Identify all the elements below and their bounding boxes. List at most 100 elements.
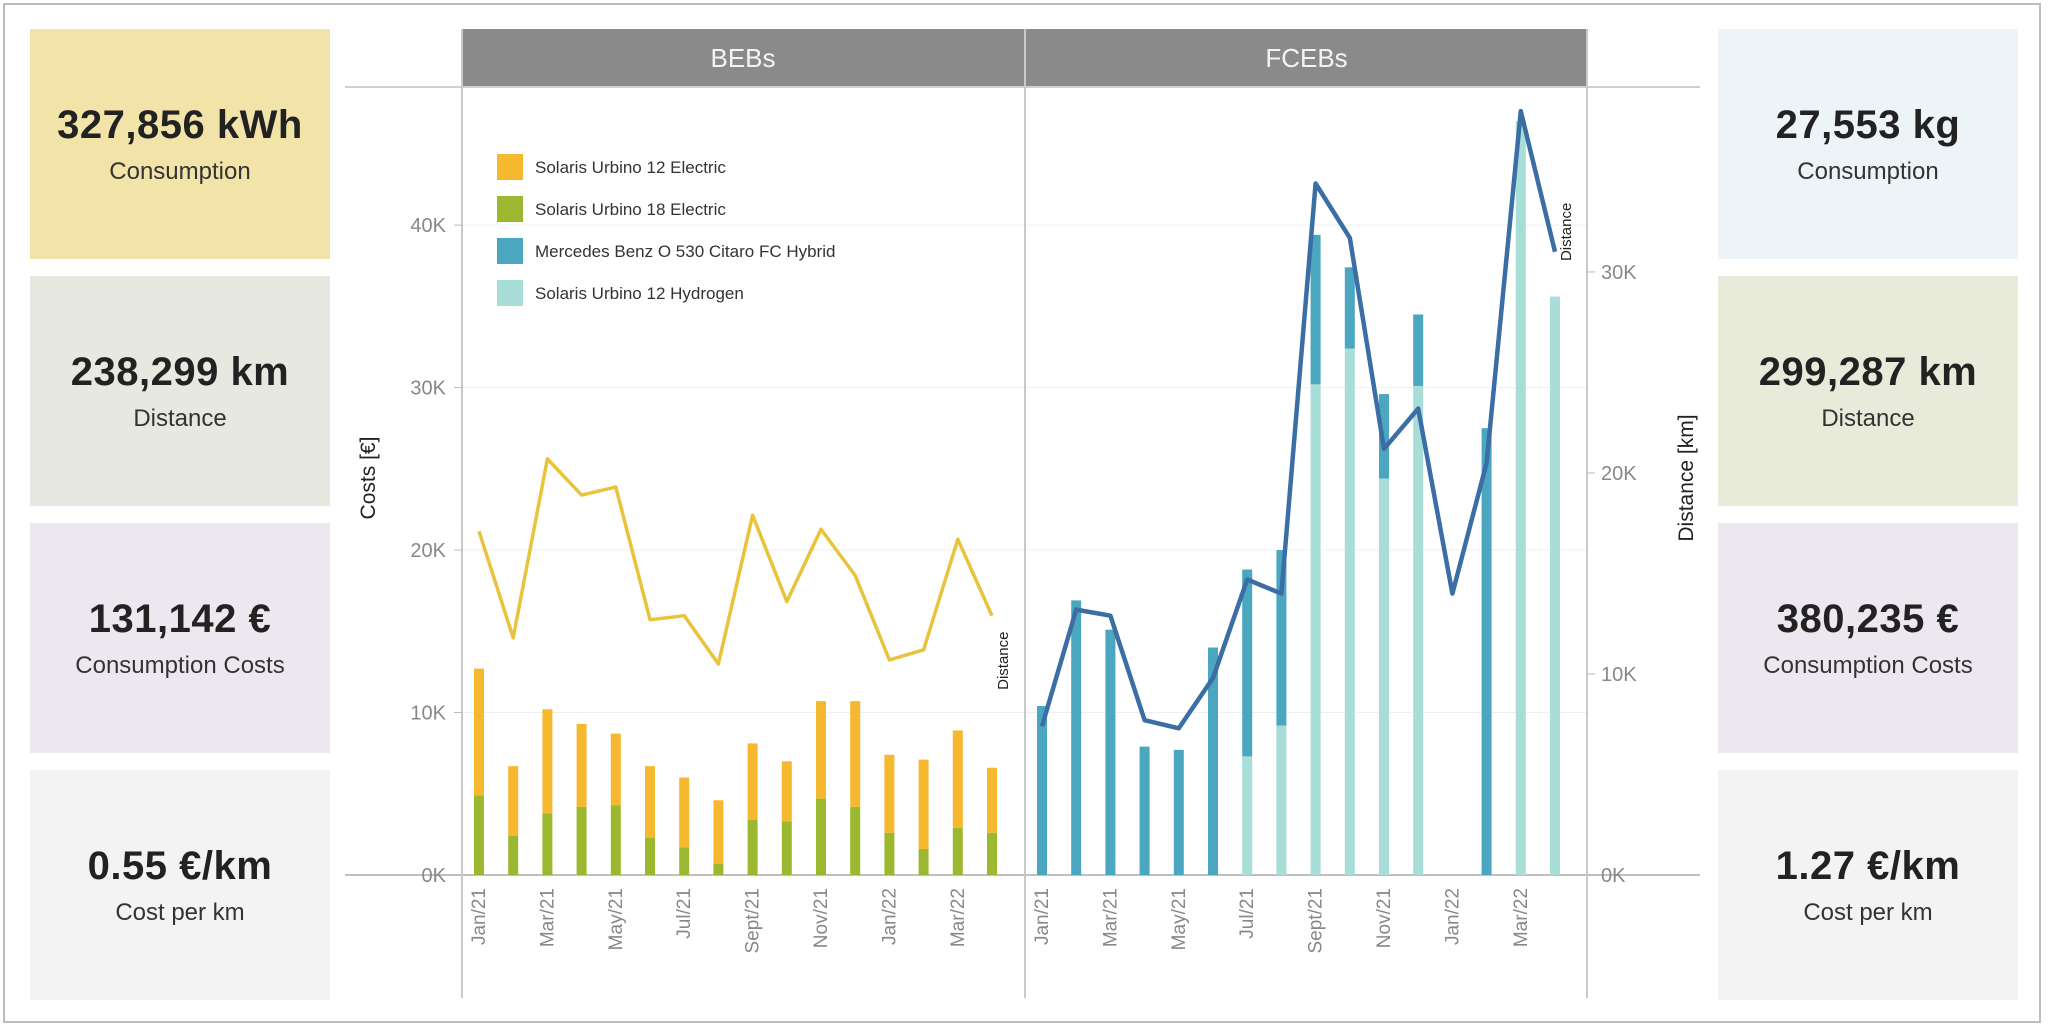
kpi-label: Consumption (1797, 157, 1939, 185)
bar-bebs-solaris-urbino-18-electric (987, 832, 997, 875)
bar-bebs-solaris-urbino-12-electric (679, 777, 690, 848)
x-tick-label: Mar/22 (1511, 888, 1532, 947)
bar-fcebs-solaris-urbino-12-hydrogen (1550, 296, 1560, 875)
y-axis-title-left: Costs [€] (357, 437, 380, 520)
bar-bebs-solaris-urbino-12-electric (645, 766, 655, 838)
kpi-value: 27,553 kg (1775, 102, 1961, 147)
kpi-value: 327,856 kWh (57, 102, 303, 147)
bar-fcebs-mercedes-benz-o-530-citaro-fc-hybrid (1276, 550, 1287, 726)
legend-swatch (497, 196, 523, 222)
bar-fcebs-solaris-urbino-12-hydrogen (1310, 384, 1321, 875)
kpi-value: 0.55 €/km (87, 843, 273, 888)
x-tick-label: Jan/21 (1032, 888, 1053, 945)
x-tick-label: Jul/21 (674, 888, 695, 939)
bar-bebs-solaris-urbino-18-electric (816, 798, 826, 875)
bebs-kpi-card: 131,142 € Consumption Costs (30, 523, 330, 753)
bebs-kpi-card: 327,856 kWh Consumption (30, 29, 330, 259)
panel-headers: BEBs FCEBs (462, 29, 1587, 86)
fcebs-kpi-card: 299,287 km Distance (1718, 276, 2018, 506)
bar-fcebs-mercedes-benz-o-530-citaro-fc-hybrid (1413, 314, 1424, 386)
x-tick-label: May/21 (1169, 888, 1190, 950)
kpi-label: Cost per km (1803, 898, 1933, 926)
bar-fcebs-mercedes-benz-o-530-citaro-fc-hybrid (1139, 746, 1150, 875)
bar-fcebs-solaris-urbino-12-hydrogen (1413, 385, 1424, 875)
kpi-value: 299,287 km (1758, 349, 1978, 394)
legend-swatch (497, 280, 523, 306)
bar-fcebs-mercedes-benz-o-530-citaro-fc-hybrid (1037, 706, 1047, 875)
bar-fcebs-mercedes-benz-o-530-citaro-fc-hybrid (1105, 629, 1116, 875)
bar-bebs-solaris-urbino-18-electric (645, 837, 655, 875)
y-tick-label: 0K (422, 865, 447, 887)
legend[interactable]: Solaris Urbino 12 Electric Solaris Urbino… (497, 154, 835, 306)
x-tick-label: Jan/22 (879, 888, 900, 945)
bar-bebs-solaris-urbino-18-electric (576, 806, 587, 875)
x-tick-label: Jan/22 (1442, 888, 1463, 945)
kpi-value: 131,142 € (88, 596, 272, 641)
distance-line-label: Distance (995, 632, 1012, 690)
bars (474, 121, 1560, 876)
kpi-value: 1.27 €/km (1775, 843, 1961, 888)
bar-bebs-solaris-urbino-12-electric (747, 743, 758, 820)
y-tick-label-right: 20K (1601, 463, 1637, 485)
bar-bebs-solaris-urbino-18-electric (713, 863, 724, 875)
bar-fcebs-mercedes-benz-o-530-citaro-fc-hybrid (1208, 647, 1218, 875)
bar-bebs-solaris-urbino-18-electric (474, 795, 484, 875)
y-axis-title-right: Distance [km] (1675, 414, 1698, 541)
distance-line-label: Distance (1558, 203, 1575, 261)
kpi-label: Distance (133, 404, 227, 432)
fcebs-kpi-card: 1.27 €/km Cost per km (1718, 770, 2018, 1000)
bebs-kpi-card: 238,299 km Distance (30, 276, 330, 506)
bar-fcebs-mercedes-benz-o-530-citaro-fc-hybrid (1481, 428, 1492, 875)
distance-line-fcebs (1039, 108, 1558, 731)
x-tick-label: Jan/21 (469, 888, 490, 945)
x-tick-label: Nov/21 (1374, 888, 1395, 948)
kpi-value: 238,299 km (70, 349, 290, 394)
y-tick-label-right: 10K (1601, 664, 1637, 686)
kpi-label: Consumption Costs (1763, 651, 1973, 679)
legend-label: Solaris Urbino 18 Electric (535, 200, 726, 219)
bar-bebs-solaris-urbino-18-electric (747, 819, 758, 875)
legend-label: Solaris Urbino 12 Electric (535, 158, 726, 177)
bar-fcebs-mercedes-benz-o-530-citaro-fc-hybrid (1310, 234, 1321, 385)
panel-title: FCEBs (1265, 43, 1347, 73)
bar-bebs-solaris-urbino-12-electric (850, 701, 861, 807)
bar-fcebs-mercedes-benz-o-530-citaro-fc-hybrid (1071, 600, 1082, 875)
x-tick-label: Mar/21 (537, 888, 558, 947)
bar-fcebs-solaris-urbino-12-hydrogen (1379, 478, 1389, 875)
bar-fcebs-mercedes-benz-o-530-citaro-fc-hybrid (1242, 569, 1253, 757)
bar-bebs-solaris-urbino-12-electric (474, 668, 484, 796)
y-tick-label: 40K (410, 215, 446, 237)
bar-bebs-solaris-urbino-12-electric (987, 767, 997, 833)
distance-line-bebs (477, 457, 994, 666)
x-tick-label: Mar/21 (1100, 888, 1121, 947)
bar-bebs-solaris-urbino-18-electric (610, 805, 621, 875)
panel-header-fcebs (1026, 29, 1587, 86)
kpi-label: Consumption (109, 157, 251, 185)
x-tick-label: May/21 (606, 888, 627, 950)
bar-bebs-solaris-urbino-12-electric (884, 754, 895, 833)
bar-fcebs-mercedes-benz-o-530-citaro-fc-hybrid (1173, 749, 1184, 875)
bar-bebs-solaris-urbino-12-electric (713, 800, 724, 864)
x-tick-label: Sept/21 (743, 888, 764, 954)
y-tick-label-right: 30K (1601, 262, 1637, 284)
fcebs-kpi-card: 380,235 € Consumption Costs (1718, 523, 2018, 753)
bar-fcebs-solaris-urbino-12-hydrogen (1276, 725, 1287, 875)
bar-bebs-solaris-urbino-18-electric (542, 813, 553, 875)
chart-frame-lines (345, 29, 1700, 998)
legend-swatch (497, 154, 523, 180)
axes: 0K 10K 20K 30K 40K Costs [€] 0K 10K 20K 30K Distan… (357, 215, 1698, 953)
bar-fcebs-solaris-urbino-12-hydrogen (1242, 756, 1253, 875)
legend-label: Mercedes Benz O 530 Citaro FC Hybrid (535, 242, 835, 261)
kpi-label: Distance (1821, 404, 1915, 432)
bar-bebs-solaris-urbino-12-electric (952, 730, 963, 828)
bar-bebs-solaris-urbino-18-electric (884, 832, 895, 875)
fcebs-kpi-card: 27,553 kg Consumption (1718, 29, 2018, 259)
panel-title: BEBs (710, 43, 775, 73)
bar-bebs-solaris-urbino-18-electric (850, 806, 861, 875)
y-tick-label: 10K (410, 703, 446, 725)
panel-header-bebs (462, 29, 1024, 86)
bar-bebs-solaris-urbino-18-electric (508, 836, 519, 875)
legend-swatch (497, 238, 523, 264)
bar-fcebs-solaris-urbino-12-hydrogen (1515, 121, 1526, 876)
